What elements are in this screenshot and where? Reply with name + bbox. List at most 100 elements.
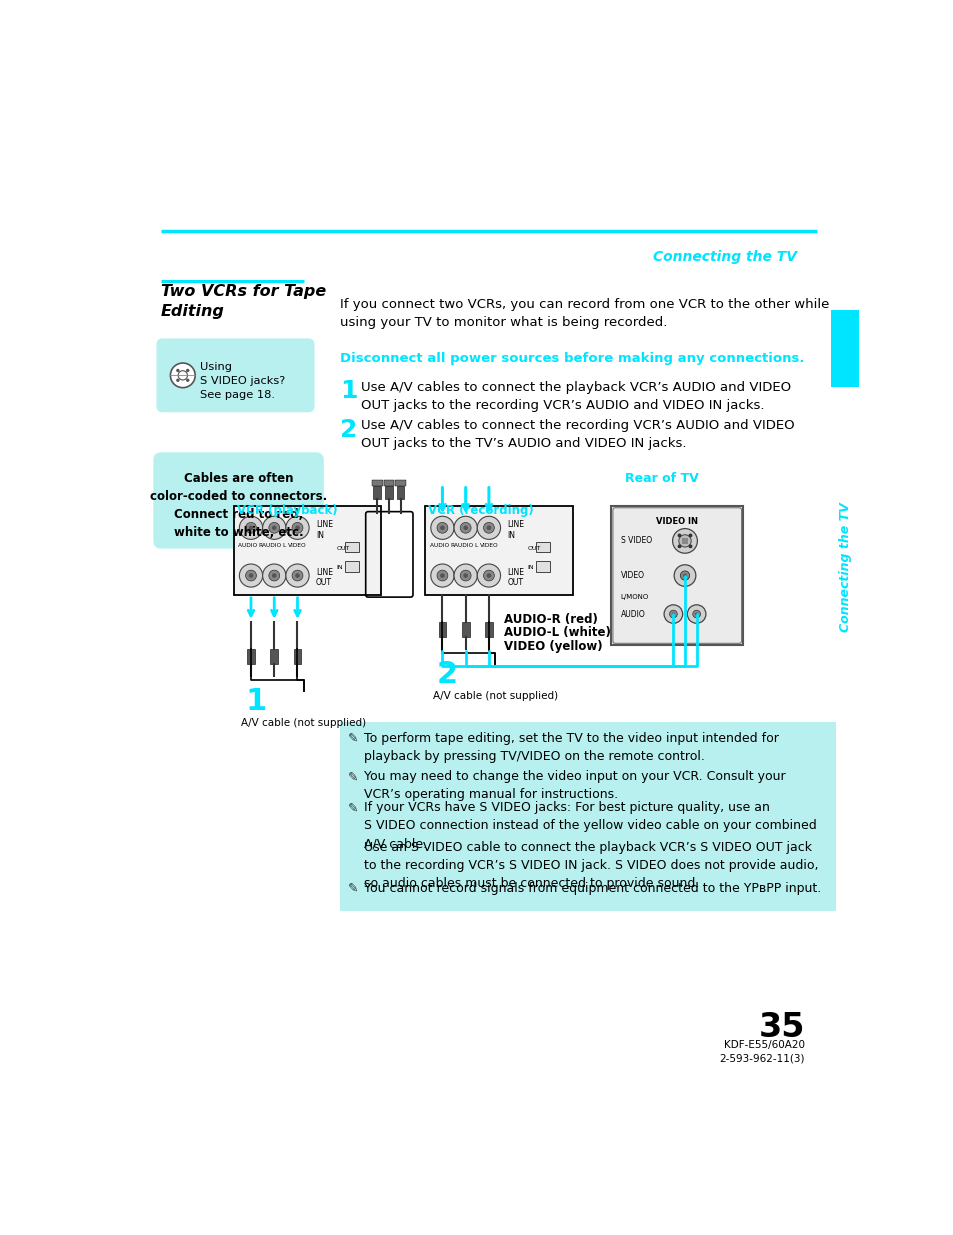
Bar: [344, 561, 358, 572]
Text: Two VCRs for Tape
Editing: Two VCRs for Tape Editing: [161, 284, 326, 319]
Bar: [340, 721, 835, 910]
Circle shape: [171, 363, 195, 388]
Text: LINE
OUT: LINE OUT: [507, 568, 524, 588]
Circle shape: [695, 613, 698, 615]
Bar: [344, 542, 358, 552]
Text: AUDIO L: AUDIO L: [453, 543, 477, 548]
Text: VIDEO: VIDEO: [620, 571, 644, 580]
Text: Use an S VIDEO cable to connect the playback VCR’s S VIDEO OUT jack
to the recor: Use an S VIDEO cable to connect the play…: [364, 841, 818, 890]
Text: Connecting the TV: Connecting the TV: [653, 249, 797, 264]
Text: Disconnect all power sources before making any connections.: Disconnect all power sources before maki…: [340, 352, 803, 366]
Circle shape: [688, 545, 692, 548]
Bar: [536, 561, 550, 572]
Text: VCR (recording): VCR (recording): [428, 504, 534, 517]
Text: VCR (playback): VCR (playback): [236, 504, 337, 517]
Text: Cables are often
color-coded to connectors.
Connect red to red,
white to white, : Cables are often color-coded to connecto…: [150, 472, 327, 538]
Circle shape: [239, 516, 262, 540]
Text: ✎: ✎: [348, 732, 358, 745]
Circle shape: [663, 605, 682, 624]
Text: 1: 1: [245, 687, 266, 716]
Circle shape: [463, 573, 468, 578]
Bar: [536, 542, 550, 552]
Bar: [233, 506, 381, 595]
Text: KDF-E55/60A20
2-593-962-11(3): KDF-E55/60A20 2-593-962-11(3): [719, 1040, 804, 1063]
Bar: [395, 480, 406, 487]
FancyBboxPatch shape: [156, 338, 314, 412]
Circle shape: [176, 379, 179, 382]
Circle shape: [269, 571, 279, 580]
Circle shape: [459, 522, 471, 534]
Circle shape: [262, 564, 286, 587]
Bar: [830, 310, 858, 387]
Bar: [294, 648, 301, 664]
Text: A/V cable (not supplied): A/V cable (not supplied): [432, 692, 558, 701]
Circle shape: [436, 571, 447, 580]
Circle shape: [186, 369, 190, 372]
Text: VIDEO (yellow): VIDEO (yellow): [504, 640, 602, 653]
Text: You may need to change the video input on your VCR. Consult your
VCR’s operating: You may need to change the video input o…: [364, 771, 785, 802]
Circle shape: [486, 573, 491, 578]
Circle shape: [677, 545, 680, 548]
Circle shape: [686, 605, 705, 624]
Bar: [438, 621, 446, 637]
Text: LINE
IN: LINE IN: [315, 520, 333, 540]
Circle shape: [669, 610, 677, 618]
Circle shape: [286, 564, 309, 587]
Circle shape: [486, 526, 491, 530]
Circle shape: [677, 534, 680, 537]
Bar: [396, 487, 404, 499]
Bar: [270, 648, 278, 664]
Text: ✎: ✎: [348, 771, 358, 783]
Bar: [383, 480, 394, 487]
Text: VIDEO IN: VIDEO IN: [656, 517, 698, 526]
Circle shape: [476, 516, 500, 540]
Circle shape: [674, 564, 695, 587]
Text: To perform tape editing, set the TV to the video input intended for
playback by : To perform tape editing, set the TV to t…: [364, 732, 779, 763]
Text: OUT: OUT: [335, 546, 349, 551]
Circle shape: [249, 573, 253, 578]
Text: VIDEO: VIDEO: [288, 543, 307, 548]
Text: AUDIO-R (red): AUDIO-R (red): [504, 613, 598, 625]
Text: AUDIO R: AUDIO R: [430, 543, 455, 548]
Circle shape: [431, 564, 454, 587]
Text: ✎: ✎: [348, 802, 358, 814]
Bar: [247, 648, 254, 664]
Text: IN: IN: [527, 566, 534, 571]
Circle shape: [459, 571, 471, 580]
Text: OUT: OUT: [527, 546, 540, 551]
Circle shape: [672, 529, 697, 553]
Circle shape: [239, 564, 262, 587]
Text: AUDIO: AUDIO: [620, 610, 645, 619]
Text: 2: 2: [340, 417, 357, 442]
Text: Rear of TV: Rear of TV: [624, 472, 699, 484]
Text: AUDIO R: AUDIO R: [238, 543, 263, 548]
Circle shape: [436, 522, 447, 534]
Text: LINE
OUT: LINE OUT: [315, 568, 333, 588]
Text: A/V cable (not supplied): A/V cable (not supplied): [241, 718, 366, 727]
Text: 2: 2: [436, 661, 457, 689]
Text: AUDIO-L (white): AUDIO-L (white): [504, 626, 611, 640]
Text: Using
S VIDEO jacks?
See page 18.: Using S VIDEO jacks? See page 18.: [199, 362, 285, 400]
Bar: [372, 480, 382, 487]
Text: 1: 1: [340, 379, 357, 403]
Circle shape: [671, 613, 674, 615]
Text: Use A/V cables to connect the recording VCR’s AUDIO and VIDEO
OUT jacks to the T: Use A/V cables to connect the recording …: [360, 419, 794, 451]
Circle shape: [292, 522, 303, 534]
Text: Use A/V cables to connect the playback VCR’s AUDIO and VIDEO
OUT jacks to the re: Use A/V cables to connect the playback V…: [360, 380, 790, 411]
Circle shape: [688, 534, 692, 537]
Text: 35: 35: [758, 1010, 804, 1044]
Circle shape: [272, 573, 276, 578]
Circle shape: [439, 573, 444, 578]
Circle shape: [679, 571, 689, 580]
Text: Connecting the TV: Connecting the TV: [838, 503, 851, 632]
Circle shape: [269, 522, 279, 534]
Bar: [484, 621, 493, 637]
Circle shape: [186, 379, 190, 382]
Text: If your VCRs have S VIDEO jacks: For best picture quality, use an
S VIDEO connec: If your VCRs have S VIDEO jacks: For bes…: [364, 802, 816, 850]
Text: L/MONO: L/MONO: [620, 594, 648, 600]
Circle shape: [431, 516, 454, 540]
Text: If you connect two VCRs, you can record from one VCR to the other while
using yo: If you connect two VCRs, you can record …: [340, 299, 828, 330]
Circle shape: [249, 526, 253, 530]
Circle shape: [286, 516, 309, 540]
Text: You cannot record signals from equipment connected to the YPвPР input.: You cannot record signals from equipment…: [364, 882, 821, 895]
